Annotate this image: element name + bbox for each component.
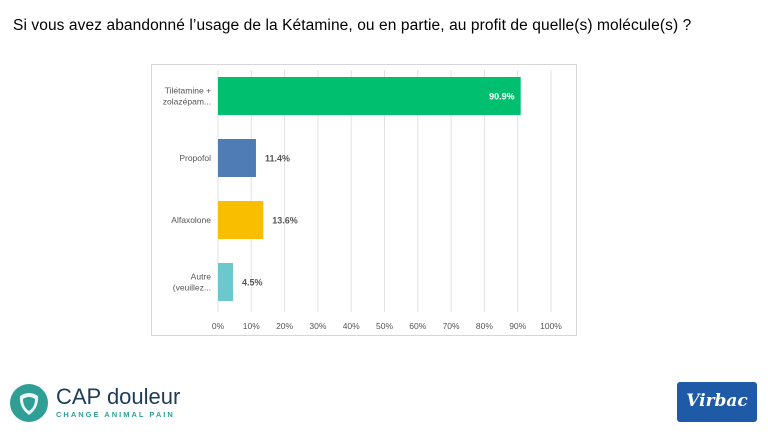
page-title: Si vous avez abandonné l’usage de la Két… (13, 17, 692, 34)
bar (218, 201, 264, 239)
x-tick-label: 0% (212, 321, 225, 331)
x-tick-label: 80% (476, 321, 493, 331)
category-label: Propofol (179, 153, 211, 163)
value-label: 11.4% (265, 154, 290, 164)
x-tick-label: 10% (243, 321, 260, 331)
x-tick-label: 60% (409, 321, 426, 331)
value-label: 4.5% (242, 278, 263, 288)
value-label: 13.6% (272, 216, 298, 226)
virbac-name: Virbac (686, 391, 748, 411)
value-label: 90.9% (489, 92, 515, 102)
virbac-logo: Virbac (677, 382, 757, 422)
x-tick-label: 100% (540, 321, 562, 331)
paw-shield-icon (10, 384, 48, 422)
cap-douleur-logo: CAP douleur CHANGE ANIMAL PAIN (10, 382, 210, 426)
x-tick-label: 70% (443, 321, 460, 331)
category-label: Autre (191, 272, 212, 282)
x-tick-label: 20% (276, 321, 293, 331)
bar (218, 139, 256, 177)
cap-douleur-name: CAP douleur (56, 384, 181, 409)
category-label: (veuillez... (173, 283, 211, 293)
bar (218, 263, 233, 301)
x-tick-label: 40% (343, 321, 360, 331)
x-tick-label: 30% (309, 321, 326, 331)
x-tick-label: 90% (509, 321, 526, 331)
cap-douleur-tagline: CHANGE ANIMAL PAIN (56, 410, 175, 419)
category-label: Alfaxolone (171, 215, 211, 225)
category-label: zolazépam... (163, 97, 211, 107)
bar (218, 77, 521, 115)
category-label: Tilétamine + (165, 86, 211, 96)
x-tick-label: 50% (376, 321, 393, 331)
